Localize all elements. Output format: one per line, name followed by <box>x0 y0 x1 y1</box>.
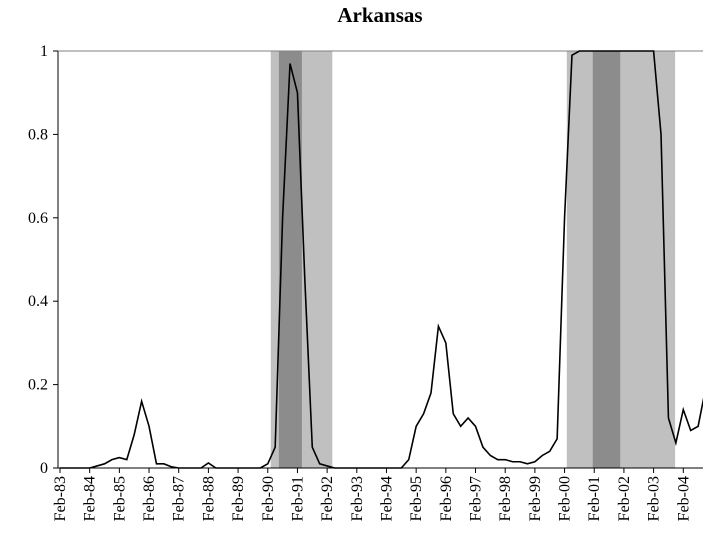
x-tick-label: Feb-00 <box>557 476 574 521</box>
shaded-region <box>566 51 676 468</box>
y-tick-label: 0.4 <box>28 293 48 310</box>
x-tick-label: Feb-90 <box>260 476 277 521</box>
x-tick-label: Feb-95 <box>408 476 425 521</box>
x-tick-label: Feb-92 <box>319 476 336 521</box>
x-tick-label: Feb-04 <box>675 476 692 521</box>
data-line <box>60 50 703 469</box>
y-tick-label: 0.8 <box>28 126 48 143</box>
x-tick-label: Feb-01 <box>586 476 603 521</box>
shaded-region <box>592 51 621 468</box>
x-tick-label: Feb-93 <box>349 476 366 521</box>
x-tick-label: Feb-98 <box>497 476 514 521</box>
x-tick-label: Feb-87 <box>171 476 188 521</box>
y-tick-label: 0.2 <box>28 377 48 394</box>
y-tick-label: 0 <box>40 460 48 477</box>
x-tick-label: Feb-97 <box>468 476 485 521</box>
y-tick-label: 1 <box>40 43 48 60</box>
x-tick-label: Feb-86 <box>141 476 158 521</box>
y-tick-label: 0.6 <box>28 210 48 227</box>
x-tick-label: Feb-83 <box>52 476 69 521</box>
x-tick-label: Feb-88 <box>200 476 217 521</box>
x-tick-label: Feb-85 <box>111 476 128 521</box>
x-tick-label: Feb-91 <box>289 476 306 521</box>
x-tick-label: Feb-03 <box>646 476 663 521</box>
shaded-region <box>278 51 302 468</box>
x-tick-label: Feb-02 <box>616 476 633 521</box>
x-tick-label: Feb-89 <box>230 476 247 521</box>
x-tick-label: Feb-84 <box>82 476 99 521</box>
x-tick-label: Feb-99 <box>527 476 544 521</box>
x-tick-label: Feb-94 <box>378 476 395 521</box>
x-tick-label: Feb-96 <box>438 476 455 521</box>
chart-title: Arkansas <box>337 3 422 27</box>
